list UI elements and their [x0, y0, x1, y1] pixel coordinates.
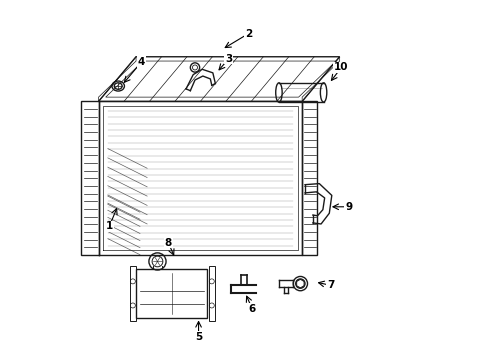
Text: 3: 3 [225, 54, 233, 64]
Text: 9: 9 [345, 202, 352, 212]
Text: 5: 5 [195, 332, 202, 342]
Text: 1: 1 [106, 221, 113, 231]
Text: 2: 2 [245, 28, 252, 39]
Text: 6: 6 [248, 303, 256, 314]
Text: 7: 7 [327, 280, 334, 291]
Text: 4: 4 [138, 57, 145, 67]
Text: 10: 10 [334, 63, 349, 72]
Text: 8: 8 [165, 238, 172, 248]
